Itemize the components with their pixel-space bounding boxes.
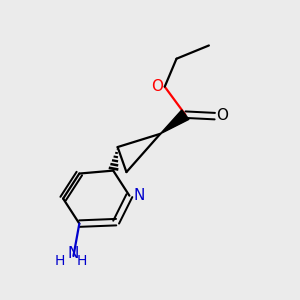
Text: N: N xyxy=(68,246,79,261)
Text: O: O xyxy=(216,108,228,123)
Text: O: O xyxy=(152,79,164,94)
Text: H: H xyxy=(55,254,65,268)
Polygon shape xyxy=(160,110,189,134)
Text: N: N xyxy=(133,188,145,203)
Text: H: H xyxy=(77,254,88,268)
